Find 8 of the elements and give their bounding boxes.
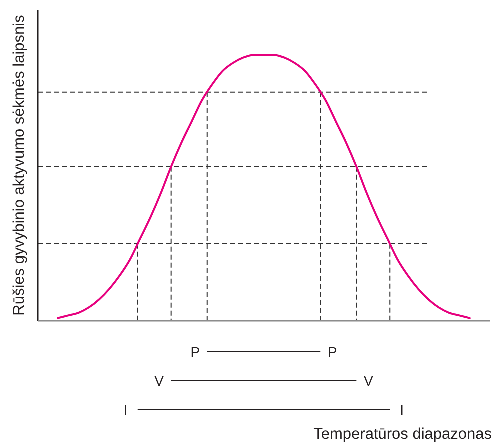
text: V [154,373,165,389]
text: P [190,344,200,360]
text: I [124,402,128,418]
text: V [364,373,374,389]
y-axis-title: Rūšies gyvybinio aktyvumo sėkmės laipsnis [11,14,28,316]
text: P [328,344,338,360]
text: I [400,402,404,418]
text: Temperatūros diapazonas [314,426,492,443]
